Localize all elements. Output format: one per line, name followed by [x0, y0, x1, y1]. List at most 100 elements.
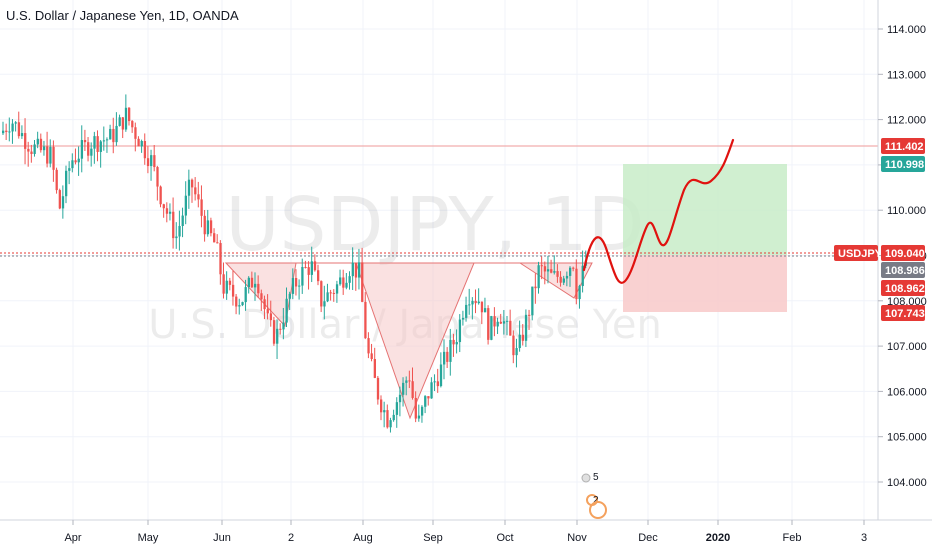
candle-body: [301, 266, 304, 286]
time-tick-label: Oct: [496, 532, 513, 544]
candle-body: [99, 141, 102, 152]
candle-body: [392, 414, 395, 421]
candle-body: [487, 308, 490, 340]
candle-body: [168, 211, 172, 214]
candle-body: [46, 146, 49, 164]
candle-body: [5, 130, 8, 132]
candle-body: [109, 128, 112, 140]
candle-body: [439, 364, 443, 387]
price-tick-label: 108.000: [887, 296, 927, 308]
candle-body: [87, 142, 90, 156]
candle-body: [8, 131, 11, 133]
event-marker-count-1: 5: [593, 472, 599, 483]
candle-body: [118, 117, 121, 126]
price-tick-label: 112.000: [887, 115, 926, 127]
candle-body: [575, 268, 578, 300]
candle-body: [137, 138, 140, 147]
candle-body: [241, 302, 244, 306]
candle-body: [225, 280, 228, 294]
candle-body: [433, 381, 436, 383]
right-shoulder-triangle: [518, 262, 593, 299]
candle-body: [93, 136, 96, 149]
candle-body: [465, 304, 468, 318]
candle-body: [562, 278, 565, 283]
candle-body: [42, 146, 46, 151]
candle-body: [102, 140, 106, 142]
candle-body: [27, 148, 30, 152]
candle-body: [184, 195, 187, 216]
event-marker-count-2: 2: [593, 495, 599, 506]
price-tag-label: 107.743: [885, 308, 925, 320]
price-tick-label: 107.000: [887, 341, 927, 353]
candle-body: [395, 402, 399, 415]
price-tag-label: USDJPY: [838, 248, 883, 260]
projection-path[interactable]: [582, 138, 735, 284]
candle-body: [556, 271, 559, 277]
candle-body: [153, 155, 156, 168]
candle-body: [383, 410, 386, 413]
candle-body: [528, 314, 531, 316]
profit-zone[interactable]: [623, 164, 787, 255]
candle-body: [65, 170, 68, 197]
candle-body: [298, 285, 301, 287]
candle-body: [351, 262, 354, 277]
candle-body: [203, 215, 206, 235]
candle-body: [326, 292, 329, 302]
candle-body: [247, 277, 250, 288]
candle-body: [424, 396, 427, 407]
candle-body: [77, 158, 80, 163]
candle-body: [512, 335, 515, 356]
candle-body: [452, 339, 455, 345]
price-tick-label: 110.000: [887, 205, 926, 217]
candle-body: [11, 123, 14, 132]
candle-body: [83, 140, 87, 143]
price-tick-label: 106.000: [887, 386, 927, 398]
candle-body: [121, 117, 124, 130]
candle-body: [339, 277, 342, 285]
price-tick-label: 114.000: [887, 24, 926, 36]
price-tick-label: 105.000: [887, 432, 927, 444]
price-tag-box: [881, 156, 925, 172]
candle-body: [565, 275, 569, 279]
price-tag-label: 108.986: [885, 265, 925, 277]
candle-body: [436, 381, 439, 387]
candle-body: [332, 292, 336, 294]
candle-body: [150, 155, 153, 167]
candle-body: [531, 286, 534, 316]
loss-zone[interactable]: [623, 255, 787, 312]
candle-body: [411, 381, 414, 398]
price-tag: 109.040: [881, 245, 925, 261]
candle-body: [402, 382, 405, 395]
candle-body: [206, 220, 210, 235]
candle-body: [222, 274, 225, 294]
time-tick-label: 3: [861, 532, 867, 544]
candle-body: [553, 271, 556, 273]
price-tag-box: [881, 245, 925, 261]
candle-body: [61, 196, 65, 209]
candle-body: [112, 128, 115, 143]
candle-body: [480, 301, 484, 313]
candle-body: [474, 300, 477, 304]
candle-body: [569, 267, 572, 276]
candle-body: [313, 261, 317, 271]
candle-body: [506, 320, 509, 322]
candle-body: [449, 339, 452, 362]
candle-body: [279, 328, 282, 330]
candle-body: [187, 179, 191, 196]
candle-body: [515, 348, 518, 356]
candle-body: [317, 270, 320, 282]
candle-body: [540, 265, 543, 267]
time-axis[interactable]: Apr May Jun 2 Aug Sep Oct Nov Dec 2020 Feb 3: [64, 520, 867, 544]
candle-body: [257, 283, 260, 294]
price-tag-box: [881, 262, 925, 278]
candle-body: [354, 262, 358, 278]
candle-body: [477, 301, 480, 304]
candle-body: [458, 319, 462, 343]
candle-body: [342, 277, 345, 288]
event-markers[interactable]: 5 2: [581, 472, 607, 519]
candle-body: [250, 277, 254, 288]
candle-body: [191, 179, 194, 188]
candle-body: [430, 382, 433, 399]
price-tag-label: 109.040: [885, 248, 925, 260]
